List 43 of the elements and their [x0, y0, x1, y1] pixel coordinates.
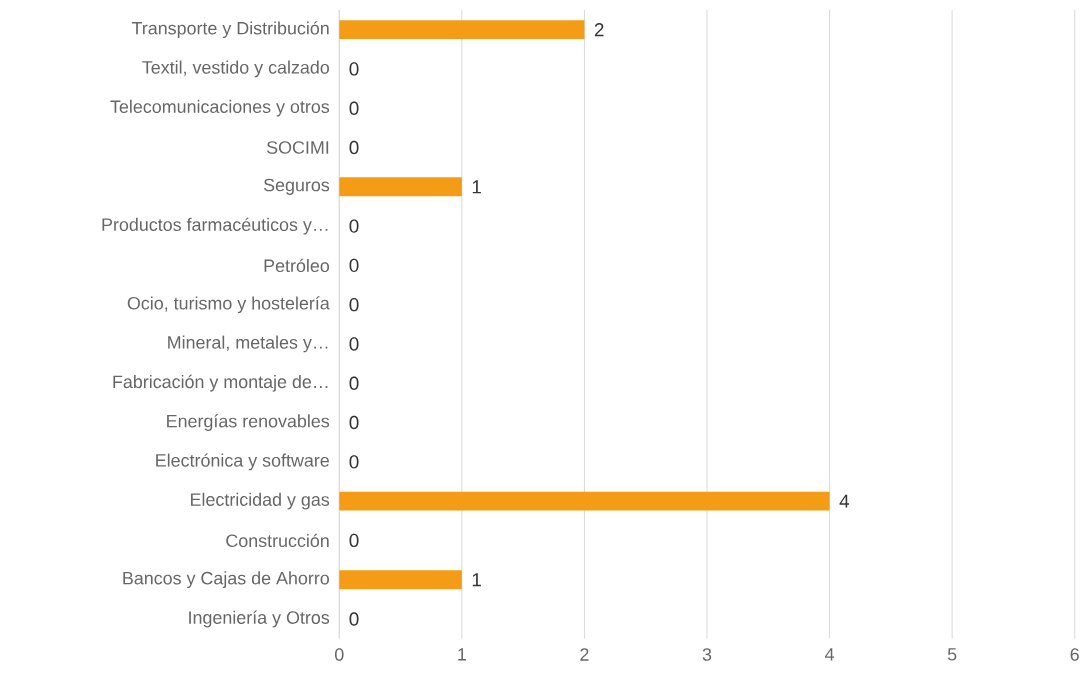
bar — [339, 570, 462, 590]
bar — [339, 491, 830, 511]
y-tick-label: Transporte y Distribución — [131, 21, 329, 39]
x-tick-label: 2 — [580, 648, 589, 661]
x-tick-label: 3 — [702, 648, 712, 662]
x-tick-label: 1 — [458, 648, 466, 661]
data-label: 0 — [349, 101, 359, 116]
y-tick-label: Telecomunicaciones y otros — [110, 100, 330, 117]
y-tick-label: Construcción — [226, 533, 329, 548]
data-label: 0 — [349, 416, 359, 430]
x-tick-label: 6 — [1070, 648, 1079, 662]
y-tick-label: Petróleo — [264, 258, 330, 273]
data-label: 0 — [349, 376, 359, 391]
bar — [339, 177, 462, 197]
y-tick-label: Mineral, metales y… — [168, 335, 328, 353]
y-tick-label: Energías renovables — [167, 414, 330, 432]
y-tick-label: Bancos y Cajas de Ahorro — [123, 571, 329, 589]
y-tick-label: SOCIMI — [266, 141, 329, 155]
y-tick-label: Productos farmacéuticos y… — [102, 217, 328, 235]
data-label: 0 — [349, 219, 359, 234]
data-label: 0 — [349, 612, 359, 626]
data-label: 0 — [349, 533, 359, 548]
y-tick-label: Ingeniería y Otros — [189, 610, 330, 628]
data-label: 1 — [472, 573, 481, 587]
y-tick-label: Textil, vestido y calzado — [142, 60, 329, 78]
data-label: 0 — [349, 337, 359, 351]
data-label: 0 — [349, 141, 359, 155]
y-tick-label: Fabricación y montaje de… — [113, 375, 328, 392]
y-tick-label: Electrónica y software — [156, 453, 329, 471]
data-label: 0 — [349, 62, 359, 76]
bar — [339, 20, 585, 40]
x-tick-label: 0 — [335, 648, 344, 662]
data-label: 1 — [472, 180, 481, 194]
data-label: 0 — [349, 258, 359, 273]
data-label: 0 — [349, 455, 359, 469]
data-label: 0 — [349, 298, 359, 312]
x-tick-label: 5 — [947, 648, 957, 661]
y-tick-label: Seguros — [263, 178, 330, 196]
data-label: 4 — [839, 494, 850, 508]
y-tick-label: Electricidad y gas — [191, 493, 330, 510]
y-tick-label: Ocio, turismo y hostelería — [127, 296, 330, 314]
x-tick-label: 4 — [825, 648, 835, 661]
data-label: 2 — [594, 23, 604, 37]
